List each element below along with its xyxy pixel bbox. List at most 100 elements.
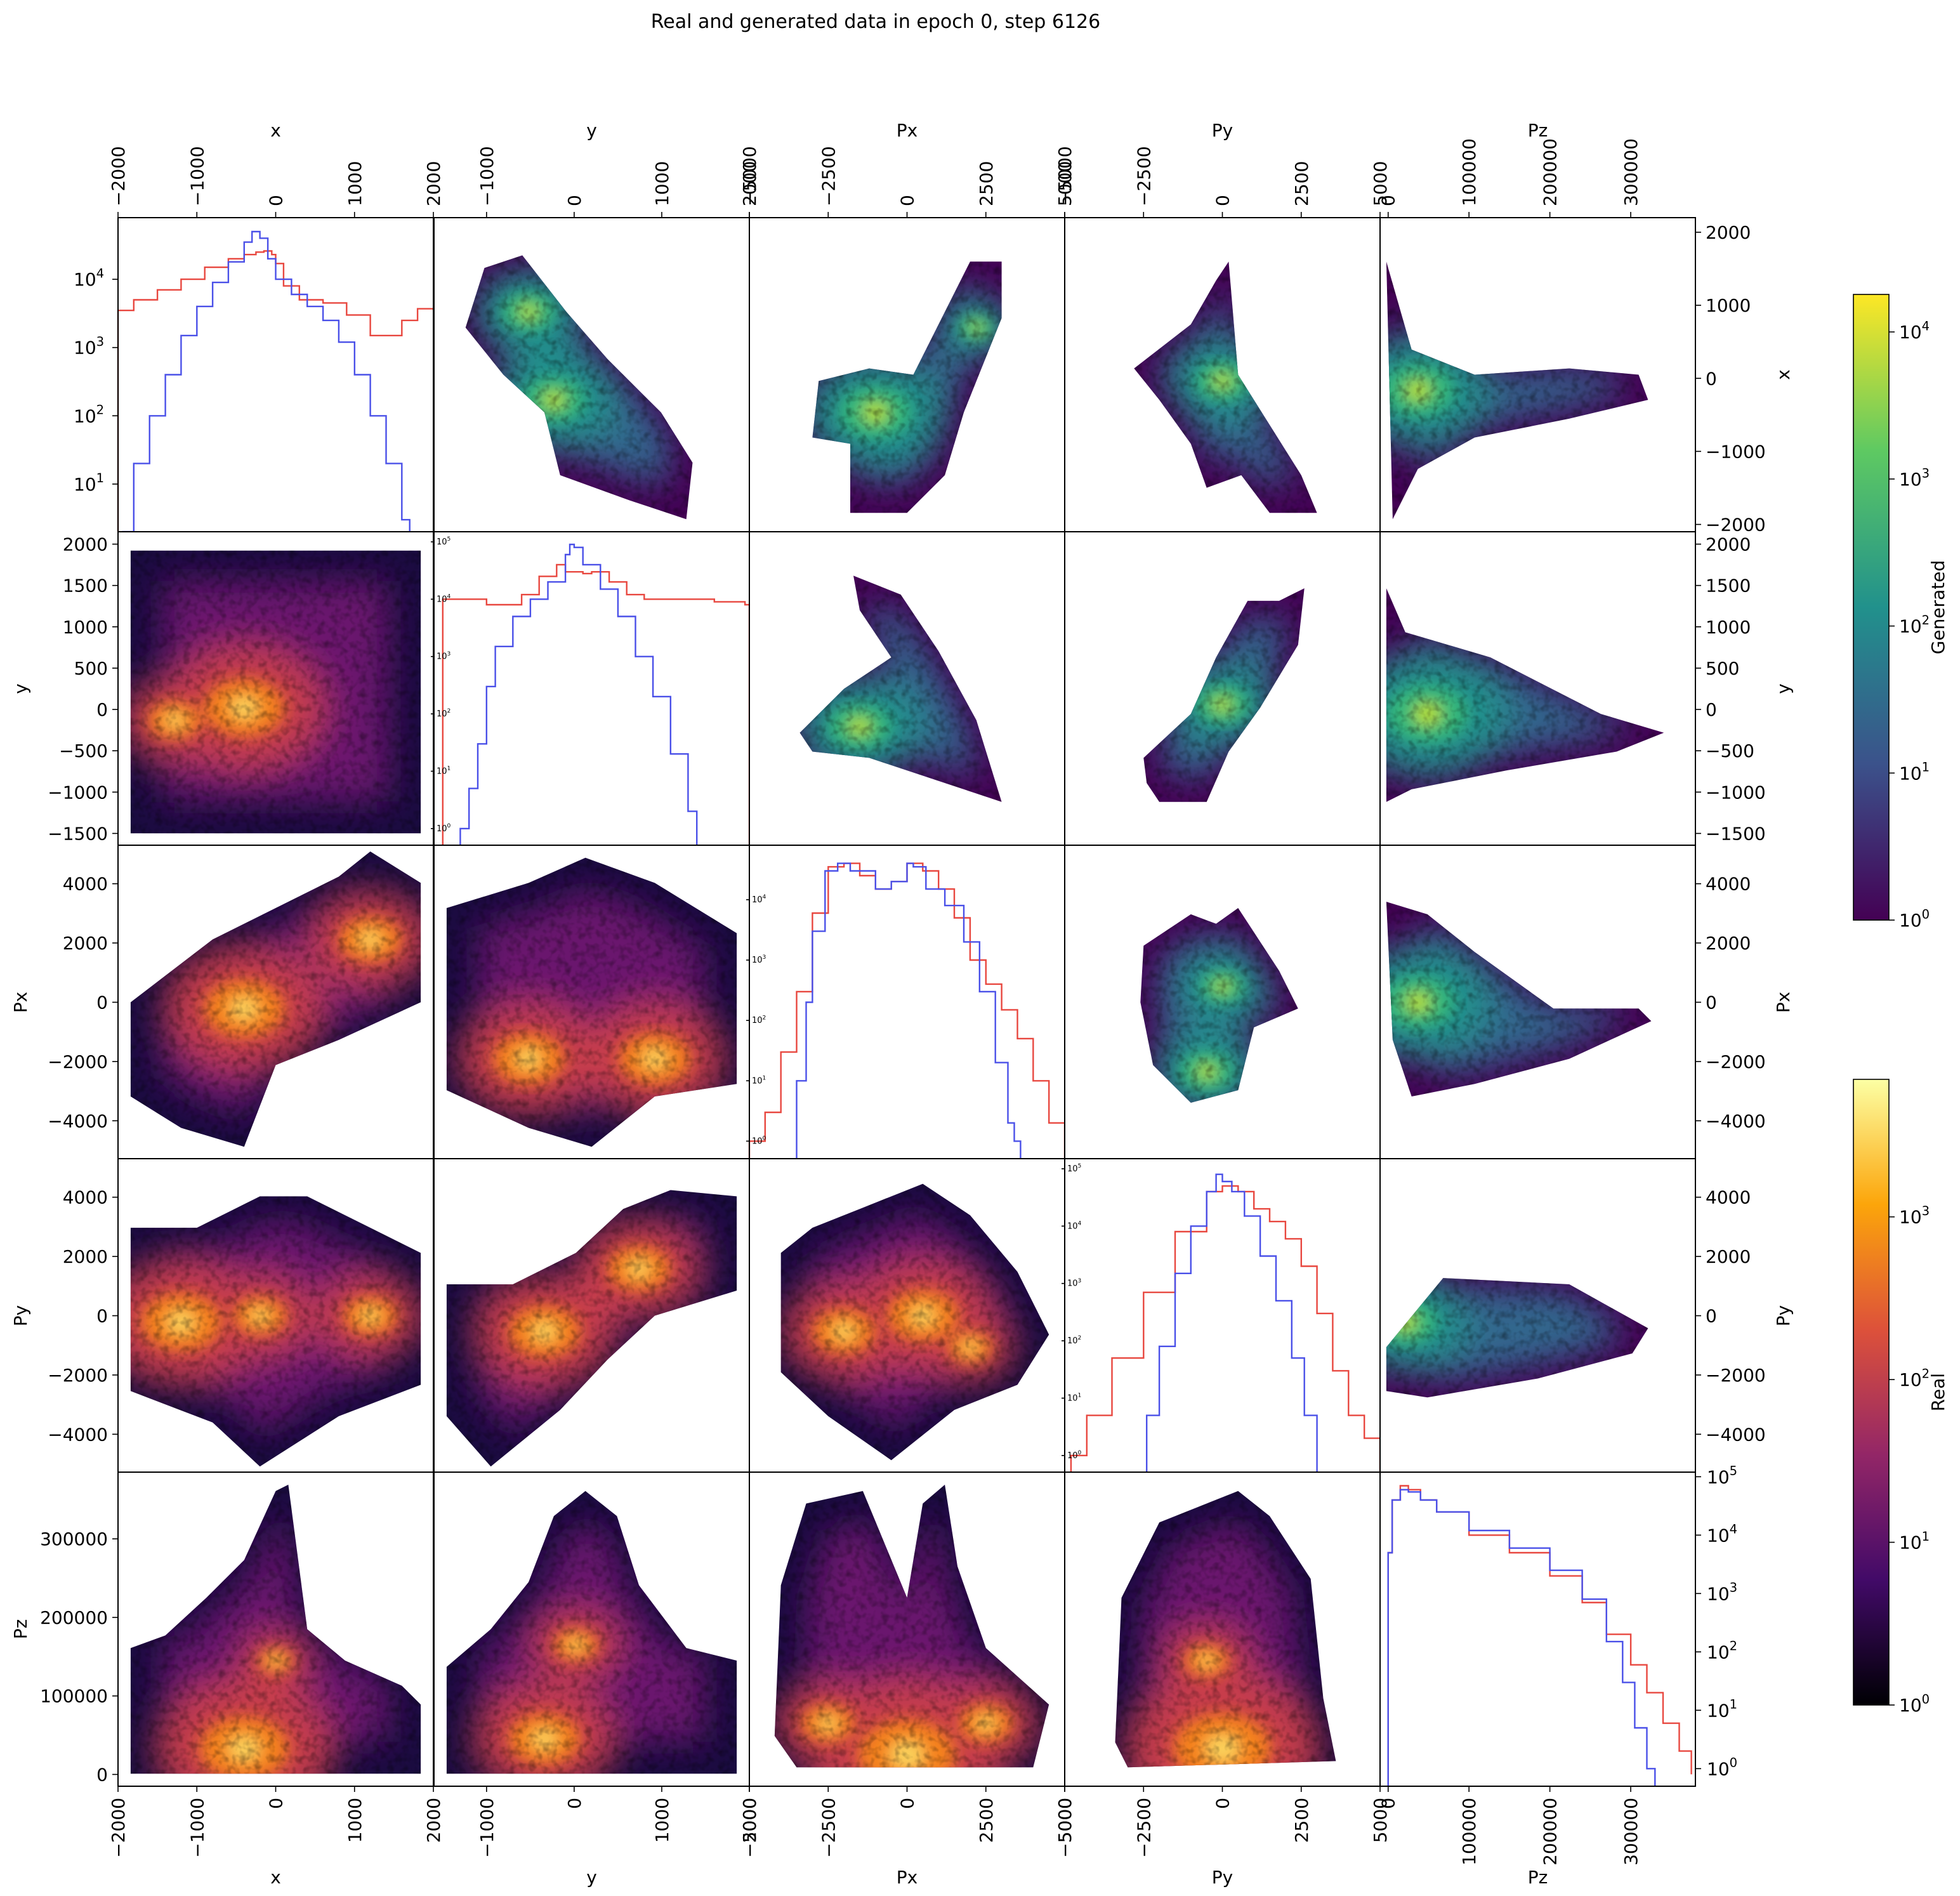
left-ytick-Pz-1: 100000 <box>40 1686 108 1707</box>
colorbar-real-tick-1: 101 <box>1899 1529 1930 1553</box>
bottom-xtick-Py-1: −2500 <box>1133 1798 1154 1858</box>
diag-ytick-Pz-2: 102 <box>1707 1639 1737 1663</box>
top-xtick-Pz-3: 300000 <box>1621 138 1641 206</box>
left-ytick-Px-0: −4000 <box>48 1110 108 1131</box>
right-ytick-Px-4: 4000 <box>1706 874 1751 895</box>
bottom-xtick-x-1: −1000 <box>187 1798 207 1858</box>
bottom-xtick-y-0: −1000 <box>477 1798 497 1858</box>
bottom-xtick-Pz-2: 200000 <box>1540 1798 1561 1866</box>
diag-hist-bg-Pz <box>1380 1472 1695 1786</box>
diag-ytick-y-3: 103 <box>437 651 451 662</box>
top-xtick-Py-0: −5000 <box>1055 146 1075 206</box>
left-ytick-y-5: 1000 <box>63 617 108 638</box>
colorbar-generated-tick-0: 100 <box>1899 907 1930 931</box>
bottom-xlabel-Py: Py <box>1212 1867 1233 1888</box>
colorbar-generated-label: Generated <box>1928 560 1949 655</box>
left-ytick-y-3: 0 <box>96 699 108 720</box>
bottom-xtick-Px-4: 5000 <box>1055 1798 1075 1843</box>
right-ytick-Py-4: 4000 <box>1706 1187 1751 1208</box>
left-ytick-Px-4: 4000 <box>63 874 108 895</box>
bottom-xtick-Py-4: 5000 <box>1370 1798 1391 1843</box>
left-ytick-Px-2: 0 <box>96 992 108 1013</box>
colorbar-generated-tick-2: 102 <box>1899 613 1930 637</box>
colorbar-real-tick-3: 103 <box>1899 1204 1930 1228</box>
right-ytick-x-3: 1000 <box>1706 295 1751 316</box>
bottom-xtick-Px-3: 2500 <box>976 1798 997 1843</box>
diag-ytick-Py-2: 102 <box>1067 1335 1081 1346</box>
bottom-xtick-Px-1: −2500 <box>818 1798 839 1858</box>
diag-ytick-Py-1: 101 <box>1067 1393 1081 1404</box>
left-ytick-y-4: 500 <box>74 658 108 679</box>
bottom-xtick-Py-0: −5000 <box>1055 1798 1075 1858</box>
diag-ytick-Pz-5: 105 <box>1707 1464 1737 1488</box>
colorbar-real <box>1853 1079 1890 1706</box>
top-xtick-Py-3: 2500 <box>1291 161 1312 206</box>
colorbar-generated-tick-4: 104 <box>1899 319 1930 343</box>
right-ytick-x-1: −1000 <box>1706 441 1766 462</box>
colorbar-real-label: Real <box>1928 1373 1949 1411</box>
right-ytick-Py-1: −2000 <box>1706 1365 1766 1386</box>
bottom-xlabel-Px: Px <box>897 1867 918 1888</box>
diag-ytick-x-2: 103 <box>74 334 104 359</box>
diag-ytick-Py-4: 104 <box>1067 1220 1082 1231</box>
bottom-xtick-Pz-3: 300000 <box>1621 1798 1641 1866</box>
bottom-xlabel-y: y <box>586 1867 597 1888</box>
panel-frame-Pz-Pz <box>1379 1471 1696 1787</box>
left-ytick-Pz-0: 0 <box>96 1764 108 1785</box>
left-ytick-y-2: −500 <box>59 741 108 761</box>
left-ytick-Py-4: 4000 <box>63 1187 108 1208</box>
left-ytick-Py-0: −4000 <box>48 1424 108 1445</box>
hist-generated-y <box>442 543 698 847</box>
bottom-xtick-Py-3: 2500 <box>1291 1798 1312 1843</box>
right-ytick-Py-2: 0 <box>1706 1306 1717 1327</box>
diag-ytick-y-1: 101 <box>437 766 451 777</box>
diag-hist-bg-y <box>434 532 749 846</box>
hist-generated-Pz <box>1387 1489 1656 1786</box>
left-ytick-Pz-3: 300000 <box>40 1529 108 1550</box>
diag-ytick-Px-4: 104 <box>752 894 766 905</box>
top-xtick-x-0: −2000 <box>108 146 129 206</box>
diag-ytick-Py-5: 105 <box>1067 1163 1081 1174</box>
left-ylabel-Pz: Pz <box>10 1619 31 1640</box>
diag-ytick-Pz-1: 101 <box>1707 1697 1737 1722</box>
top-xlabel-Px: Px <box>897 120 918 141</box>
colorbar-generated-tick-3: 103 <box>1899 466 1930 490</box>
left-ytick-y-1: −1000 <box>48 782 108 803</box>
top-xlabel-y: y <box>586 120 597 141</box>
right-ytick-Py-3: 2000 <box>1706 1246 1751 1267</box>
top-xtick-Pz-1: 100000 <box>1459 138 1480 206</box>
left-ytick-Px-3: 2000 <box>63 933 108 954</box>
diag-ytick-Pz-4: 104 <box>1707 1522 1737 1546</box>
bottom-xtick-y-1: 0 <box>564 1798 585 1809</box>
right-ytick-Px-3: 2000 <box>1706 933 1751 954</box>
top-xtick-Py-1: −2500 <box>1133 146 1154 206</box>
diag-ytick-x-1: 102 <box>74 403 104 427</box>
diag-hist-bg-Py <box>1065 1159 1380 1473</box>
diag-ytick-y-0: 100 <box>437 823 451 834</box>
top-xtick-y-0: −1000 <box>477 146 497 206</box>
bottom-xtick-Py-2: 0 <box>1213 1798 1233 1809</box>
bottom-xtick-x-4: 2000 <box>423 1798 444 1843</box>
top-xtick-Px-1: −2500 <box>818 146 839 206</box>
left-ytick-y-7: 2000 <box>63 534 108 555</box>
right-ytick-Py-0: −4000 <box>1706 1424 1766 1445</box>
top-xtick-y-3: 2000 <box>739 161 760 206</box>
hist-real-Pz <box>1387 1485 1692 1786</box>
right-ytick-x-2: 0 <box>1706 368 1717 389</box>
diag-ytick-x-0: 101 <box>74 471 104 495</box>
diag-ytick-y-5: 105 <box>437 536 451 547</box>
right-ytick-y-2: −500 <box>1706 741 1754 761</box>
left-ytick-Py-3: 2000 <box>63 1246 108 1267</box>
diag-ytick-x-3: 104 <box>74 267 104 291</box>
diag-hist-bg-Px <box>749 845 1065 1159</box>
hist-real-Py <box>1070 1185 1381 1473</box>
right-ytick-y-4: 500 <box>1706 658 1739 679</box>
colorbar-generated <box>1853 294 1890 921</box>
right-ytick-Px-2: 0 <box>1706 992 1717 1013</box>
diag-ytick-Pz-0: 100 <box>1707 1756 1737 1780</box>
right-ytick-y-6: 1500 <box>1706 576 1751 596</box>
left-ylabel-Py: Py <box>10 1305 31 1326</box>
right-ytick-Px-1: −2000 <box>1706 1051 1766 1072</box>
top-xlabel-x: x <box>270 120 281 141</box>
